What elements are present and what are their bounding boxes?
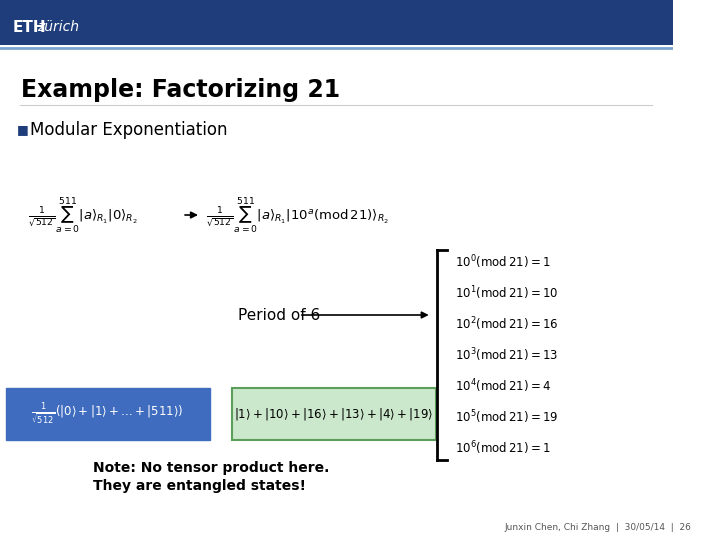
Text: Junxin Chen, Chi Zhang  |  30/05/14  |  26: Junxin Chen, Chi Zhang | 30/05/14 | 26 [505, 523, 691, 531]
Text: ETH: ETH [13, 19, 47, 35]
Text: $10^{5}(\mathrm{mod}\,21)=19$: $10^{5}(\mathrm{mod}\,21)=19$ [455, 408, 558, 426]
Text: $\frac{1}{\sqrt{512}}\sum_{a=0}^{511}|a\rangle_{R_1}|10^{a}(\mathrm{mod}\,21)\ra: $\frac{1}{\sqrt{512}}\sum_{a=0}^{511}|a\… [205, 195, 389, 235]
Text: $|1\rangle+|10\rangle+|16\rangle+|13\rangle+|4\rangle+|19\rangle$: $|1\rangle+|10\rangle+|16\rangle+|13\ran… [234, 406, 433, 422]
Text: $\frac{1}{\sqrt{512}}(|0\rangle+|1\rangle+\ldots+|511\rangle)$: $\frac{1}{\sqrt{512}}(|0\rangle+|1\rangl… [31, 402, 184, 427]
Text: $10^{0}(\mathrm{mod}\,21)=1$: $10^{0}(\mathrm{mod}\,21)=1$ [455, 253, 551, 271]
Text: ■: ■ [17, 124, 29, 137]
Text: $\frac{1}{\sqrt{512}}\sum_{a=0}^{511}|a\rangle_{R_1}|0\rangle_{R_2}$: $\frac{1}{\sqrt{512}}\sum_{a=0}^{511}|a\… [28, 195, 138, 235]
Text: $10^{3}(\mathrm{mod}\,21)=13$: $10^{3}(\mathrm{mod}\,21)=13$ [455, 346, 558, 364]
Text: They are entangled states!: They are entangled states! [94, 479, 307, 493]
FancyBboxPatch shape [232, 388, 436, 440]
Text: zürich: zürich [37, 20, 79, 34]
Text: Note: No tensor product here.: Note: No tensor product here. [94, 461, 330, 475]
Text: Modular Exponentiation: Modular Exponentiation [30, 121, 228, 139]
Text: Period of 6: Period of 6 [238, 307, 320, 322]
Text: $10^{4}(\mathrm{mod}\,21)=4$: $10^{4}(\mathrm{mod}\,21)=4$ [455, 377, 551, 395]
Text: $10^{2}(\mathrm{mod}\,21)=16$: $10^{2}(\mathrm{mod}\,21)=16$ [455, 315, 559, 333]
FancyBboxPatch shape [6, 388, 210, 440]
Text: $10^{6}(\mathrm{mod}\,21)=1$: $10^{6}(\mathrm{mod}\,21)=1$ [455, 439, 551, 457]
FancyBboxPatch shape [0, 0, 672, 45]
Text: $10^{1}(\mathrm{mod}\,21)=10$: $10^{1}(\mathrm{mod}\,21)=10$ [455, 284, 558, 302]
Text: Example: Factorizing 21: Example: Factorizing 21 [21, 78, 340, 102]
